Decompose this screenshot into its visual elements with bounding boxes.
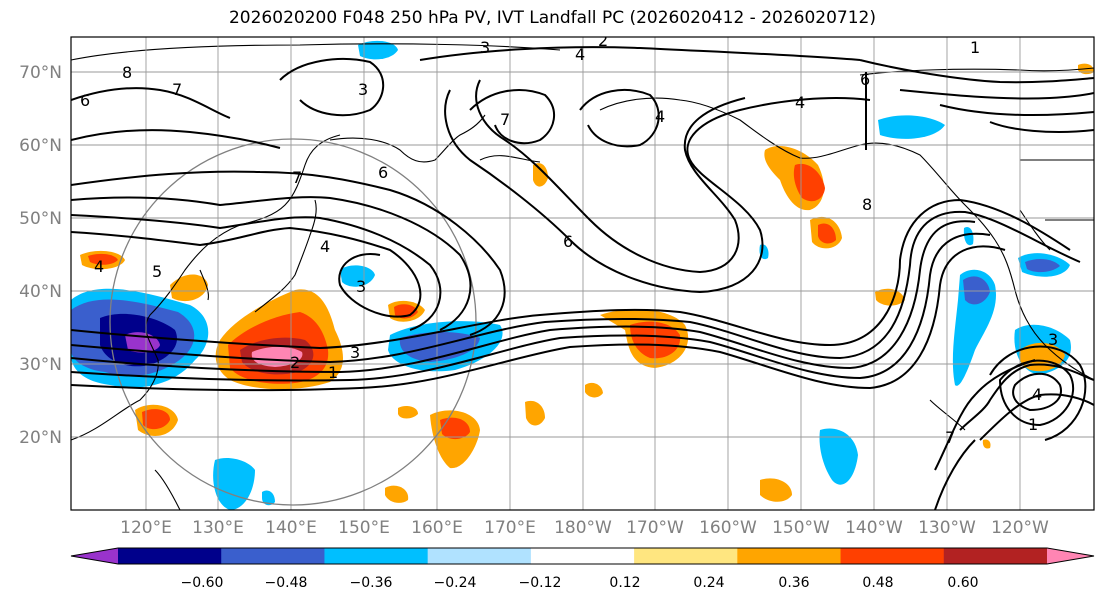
contour-label: 1 [1028, 415, 1038, 434]
colorbar-segment [324, 548, 429, 564]
lon-label: 150°W [772, 518, 830, 538]
longitude-labels: 120°E 130°E 140°E 150°E 160°E 170°E 180°… [120, 518, 1049, 538]
contour-label: 4 [320, 237, 330, 256]
contour-label: 2 [598, 31, 608, 50]
lat-label: 30°N [19, 355, 62, 375]
contour-label: 3 [356, 277, 366, 296]
contour-label: 6 [378, 163, 388, 182]
colorbar-tick-labels: −0.60 −0.48 −0.36 −0.24 −0.12 0.12 0.24 … [181, 575, 979, 591]
coastlines [71, 43, 1094, 510]
colorbar: −0.60 −0.48 −0.36 −0.24 −0.12 0.12 0.24 … [70, 547, 1095, 591]
colorbar-tick-label: −0.36 [350, 575, 393, 591]
contour-label: 3 [350, 343, 360, 362]
contour-label: 3 [1048, 330, 1058, 349]
contour-label: 7 [500, 110, 510, 129]
contour-label: 3 [480, 38, 490, 57]
colorbar-tick-label: 0.36 [778, 575, 809, 591]
lon-label: 140°E [265, 518, 317, 538]
lon-label: 170°W [626, 518, 684, 538]
pv-contours [71, 46, 1094, 510]
colorbar-segment [530, 548, 635, 564]
map-frame [70, 36, 1095, 511]
colorbar-segment [840, 548, 945, 564]
lat-label: 70°N [19, 63, 62, 83]
lat-label: 60°N [19, 136, 62, 156]
colorbar-outline [70, 547, 1095, 565]
colorbar-segment [118, 548, 222, 564]
contour-label: 6 [80, 91, 90, 110]
contour-label: 8 [862, 195, 872, 214]
contour-label: 4 [575, 45, 585, 64]
colorbar-tick-label: 0.48 [862, 575, 893, 591]
lon-label: 120°W [991, 518, 1049, 538]
contour-label: 7 [945, 428, 955, 447]
colorbar-extend-min [71, 548, 118, 564]
lat-label: 20°N [19, 428, 62, 448]
lon-label: 140°W [845, 518, 903, 538]
contour-label: 8 [122, 63, 132, 82]
contour-label: 1 [328, 363, 338, 382]
colorbar-extend-max [1047, 548, 1094, 564]
contour-label: 3 [358, 80, 368, 99]
contour-label: 6 [860, 70, 870, 89]
colorbar-segment [427, 548, 532, 564]
contour-label: 5 [152, 262, 162, 281]
contour-label: 4 [94, 257, 104, 276]
contour-label: 2 [290, 353, 300, 372]
lat-label: 50°N [19, 209, 62, 229]
colorbar-segments [71, 548, 1094, 564]
colorbar-tick-label: 0.12 [609, 575, 640, 591]
colorbar-tick-label: −0.12 [519, 575, 562, 591]
latitude-labels: 70°N 60°N 50°N 40°N 30°N 20°N [19, 63, 62, 448]
contour-label: 7 [172, 80, 182, 99]
lon-label: 130°E [192, 518, 244, 538]
contour-label: 6 [563, 232, 573, 251]
lon-label: 120°E [120, 518, 172, 538]
landfall-region-circle [109, 138, 477, 506]
lon-label: 170°E [484, 518, 536, 538]
contour-labels: 3 4 2 1 8 7 6 3 7 4 6 4 8 6 7 4 5 4 3 3 … [80, 31, 1058, 447]
lon-label: 130°W [918, 518, 976, 538]
contour-label: 7 [292, 168, 302, 187]
colorbar-tick-label: −0.24 [434, 575, 477, 591]
colorbar-tick-label: 0.24 [693, 575, 724, 591]
contour-label: 4 [795, 93, 805, 112]
colorbar-segment [943, 548, 1048, 564]
colorbar-segment [737, 548, 842, 564]
map-panel: 3 4 2 1 8 7 6 3 7 4 6 4 8 6 7 4 5 4 3 3 … [71, 31, 1094, 510]
lon-label: 160°W [699, 518, 757, 538]
contour-label: 1 [970, 38, 980, 57]
colorbar-tick-label: 0.60 [947, 575, 978, 591]
colorbar-tick-label: −0.48 [265, 575, 308, 591]
colorbar-segment [634, 548, 738, 564]
colorbar-segment [221, 548, 325, 564]
lat-label: 40°N [19, 282, 62, 302]
lon-label: 160°E [411, 518, 463, 538]
lon-label: 180°W [554, 518, 612, 538]
contour-label: 4 [655, 107, 665, 126]
map-title: 2026020200 F048 250 hPa PV, IVT Landfall… [228, 8, 876, 28]
lon-label: 150°E [338, 518, 390, 538]
contour-label: 4 [1032, 385, 1042, 404]
colorbar-tick-label: −0.60 [181, 575, 224, 591]
